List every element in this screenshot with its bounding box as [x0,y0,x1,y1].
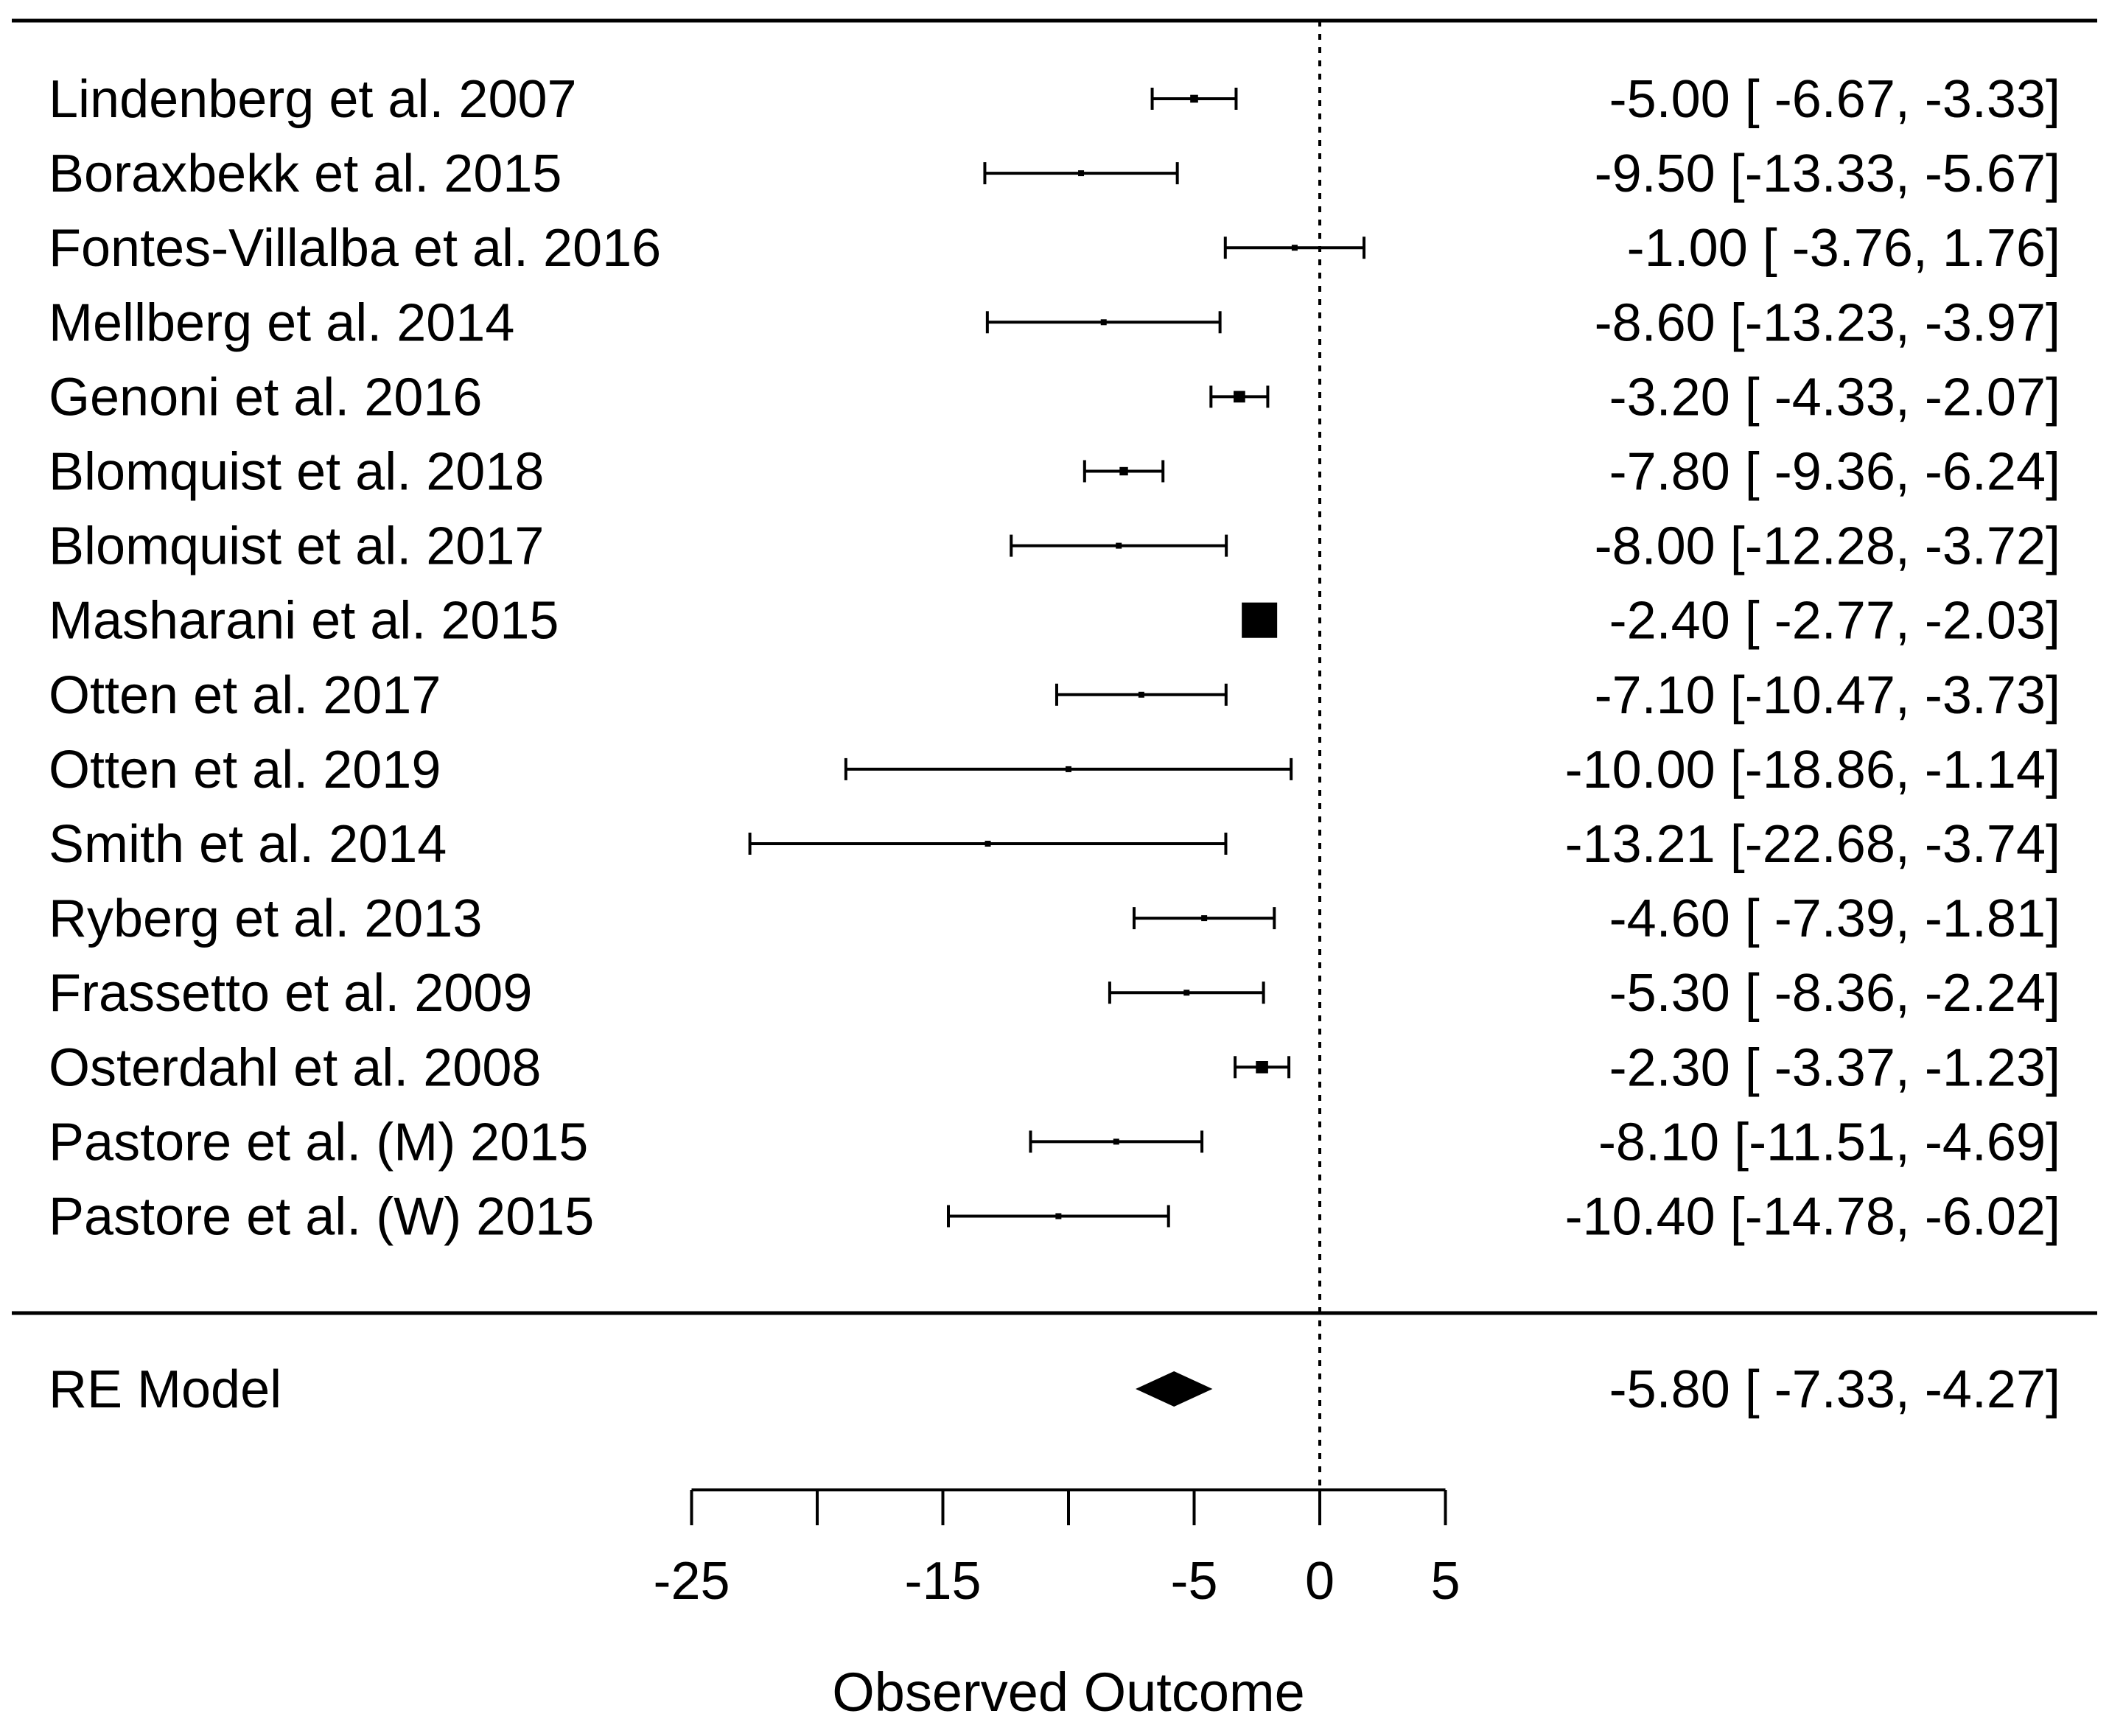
ci-text: -8.60 [-13.23, -3.97] [1595,293,2060,352]
study-row: Pastore et al. (M) 2015 -8.10 [-11.51, -4… [49,1113,2060,1172]
summary-diamond [1136,1371,1213,1407]
study-label: Masharani et al. 2015 [49,592,559,651]
point-estimate-square [1119,466,1128,476]
study-row: Genoni et al. 2016 -3.20 [ -4.33, -2.07] [49,368,2060,427]
point-estimate-square [1066,766,1071,772]
study-label: Pastore et al. (M) 2015 [49,1113,588,1172]
point-estimate-square [1116,542,1122,549]
study-label: Frassetto et al. 2009 [49,964,532,1023]
study-row: Ryberg et al. 2013 -4.60 [ -7.39, -1.81] [49,889,2060,948]
study-row: Pastore et al. (W) 2015 -10.40 [-14.78, -… [49,1188,2060,1247]
ci-text: -4.60 [ -7.39, -1.81] [1609,889,2060,948]
ci-text: -8.00 [-12.28, -3.72] [1595,517,2060,576]
summary-ci-text: -5.80 [ -7.33, -4.27] [1609,1360,2060,1419]
point-estimate-square [1078,170,1085,177]
x-tick-label: -5 [1170,1552,1217,1611]
point-estimate-square [1291,245,1298,251]
ci-text: -3.20 [ -4.33, -2.07] [1609,368,2060,427]
point-estimate-square [1234,391,1245,403]
x-tick-label: 5 [1430,1552,1460,1611]
study-label: Blomquist et al. 2018 [49,443,544,502]
ci-text: -1.00 [ -3.76, 1.76] [1627,219,2060,278]
study-label: Ryberg et al. 2013 [49,889,482,948]
x-tick-label: 0 [1305,1552,1335,1611]
study-label: Fontes-Villalba et al. 2016 [49,219,661,278]
study-label: Pastore et al. (W) 2015 [49,1188,594,1247]
study-row: Masharani et al. 2015 -2.40 [ -2.77, -2.0… [49,592,2060,651]
ci-text: -10.00 [-18.86, -1.14] [1565,741,2060,799]
summary-label: RE Model [49,1360,281,1419]
point-estimate-square [1190,94,1198,103]
ci-text: -5.00 [ -6.67, -3.33] [1609,70,2060,129]
study-label: Boraxbekk et al. 2015 [49,144,562,203]
study-label: Osterdahl et al. 2008 [49,1038,541,1097]
study-row: Otten et al. 2019 -10.00 [-18.86, -1.14] [49,741,2060,799]
study-row: Frassetto et al. 2009 -5.30 [ -8.36, -2.2… [49,964,2060,1023]
study-row: Osterdahl et al. 2008 -2.30 [ -3.37, -1.2… [49,1038,2060,1097]
study-label: Otten et al. 2017 [49,666,441,725]
point-estimate-square [1201,915,1208,922]
x-tick-label: -25 [653,1552,730,1611]
study-row: Mellberg et al. 2014 -8.60 [-13.23, -3.97… [49,293,2060,352]
point-estimate-square [1242,602,1278,638]
ci-text: -5.30 [ -8.36, -2.24] [1609,964,2060,1023]
x-tick-label: -15 [904,1552,981,1611]
study-row: Lindenberg et al. 2007 -5.00 [ -6.67, -3.… [49,70,2060,129]
ci-text: -7.80 [ -9.36, -6.24] [1609,443,2060,502]
ci-text: -2.40 [ -2.77, -2.03] [1609,592,2060,651]
study-row: Otten et al. 2017 -7.10 [-10.47, -3.73] [49,666,2060,725]
study-label: Blomquist et al. 2017 [49,517,544,576]
study-row: Smith et al. 2014 -13.21 [-22.68, -3.74] [49,815,2060,874]
study-label: Mellberg et al. 2014 [49,293,514,352]
ci-text: -9.50 [-13.33, -5.67] [1595,144,2060,203]
ci-text: -13.21 [-22.68, -3.74] [1565,815,2060,874]
study-row: Boraxbekk et al. 2015 -9.50 [-13.33, -5.6… [49,144,2060,203]
point-estimate-square [1055,1213,1062,1219]
study-label: Otten et al. 2019 [49,741,441,799]
point-estimate-square [1183,990,1190,996]
study-row: Blomquist et al. 2017 -8.00 [-12.28, -3.7… [49,517,2060,576]
point-estimate-square [1113,1138,1119,1145]
point-estimate-square [1256,1061,1268,1074]
study-label: Smith et al. 2014 [49,815,447,874]
ci-text: -8.10 [-11.51, -4.69] [1598,1113,2060,1172]
ci-text: -2.30 [ -3.37, -1.23] [1609,1038,2060,1097]
point-estimate-square [1100,319,1107,326]
point-estimate-square [984,841,991,847]
ci-text: -7.10 [-10.47, -3.73] [1595,666,2060,725]
study-label: Genoni et al. 2016 [49,368,482,427]
study-row: Fontes-Villalba et al. 2016 -1.00 [ -3.76… [49,219,2060,278]
study-label: Lindenberg et al. 2007 [49,70,577,129]
x-axis-title: Observed Outcome [832,1662,1305,1723]
ci-text: -10.40 [-14.78, -6.02] [1565,1188,2060,1247]
study-row: Blomquist et al. 2018 -7.80 [ -9.36, -6.2… [49,443,2060,502]
point-estimate-square [1138,691,1144,698]
